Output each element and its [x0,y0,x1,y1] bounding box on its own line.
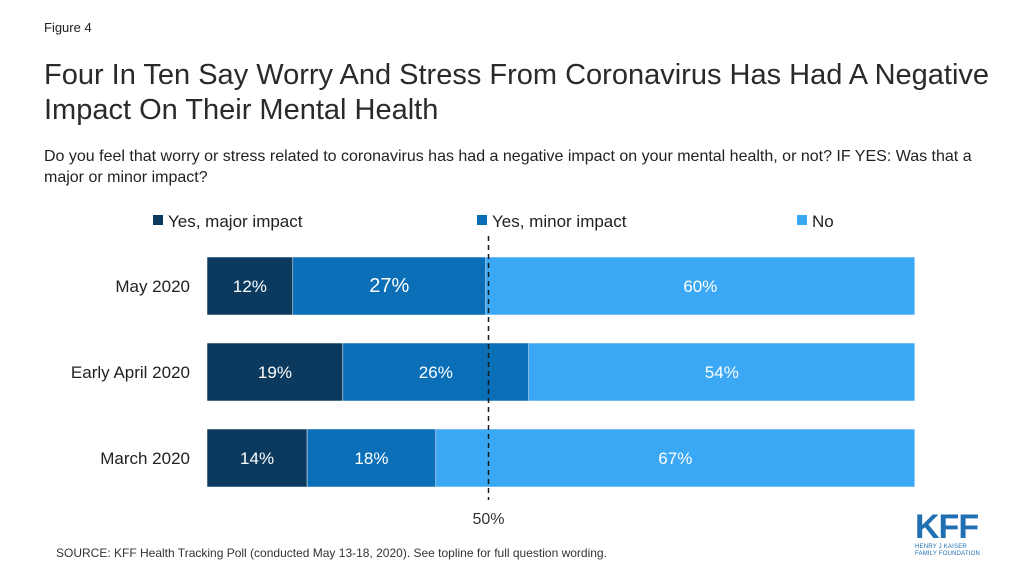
data-label: 12% [233,277,267,296]
category-label: March 2020 [100,449,190,468]
data-label: 67% [658,449,692,468]
bar-segment [206,428,308,488]
legend-swatch [477,215,487,225]
bar-segment [435,428,916,488]
legend-label: Yes, major impact [168,212,303,231]
logo-text: KFF [915,508,979,546]
data-label: 14% [240,449,274,468]
figure-label: Figure 4 [44,20,92,35]
logo-line-2: FAMILY FOUNDATION [915,551,981,557]
data-label: 19% [258,363,292,382]
bar-segment [485,256,916,316]
data-label: 18% [354,449,388,468]
legend-swatch [797,215,807,225]
bar-segment [342,342,529,402]
legend-swatch [153,215,163,225]
logo-line-1: HENRY J KAISER [915,544,967,550]
reference-line-label: 50% [472,511,504,528]
data-label: 54% [705,363,739,382]
kff-logo: KFF HENRY J KAISER FAMILY FOUNDATION [915,510,987,558]
category-label: Early April 2020 [71,363,190,382]
bar-segment [528,342,916,402]
chart-title: Four In Ten Say Worry And Stress From Co… [44,59,990,126]
legend-label: No [812,212,834,231]
source-note: SOURCE: KFF Health Tracking Poll (conduc… [56,546,607,560]
chart-subtitle: Do you feel that worry or stress related… [44,148,972,186]
category-label: May 2020 [115,277,190,296]
data-label: 60% [683,277,717,296]
data-label: 26% [419,363,453,382]
bar-segment [292,256,487,316]
data-label: 27% [369,275,409,297]
legend-label: Yes, minor impact [492,212,627,231]
bar-segment [206,342,344,402]
bar-segment [206,256,294,316]
